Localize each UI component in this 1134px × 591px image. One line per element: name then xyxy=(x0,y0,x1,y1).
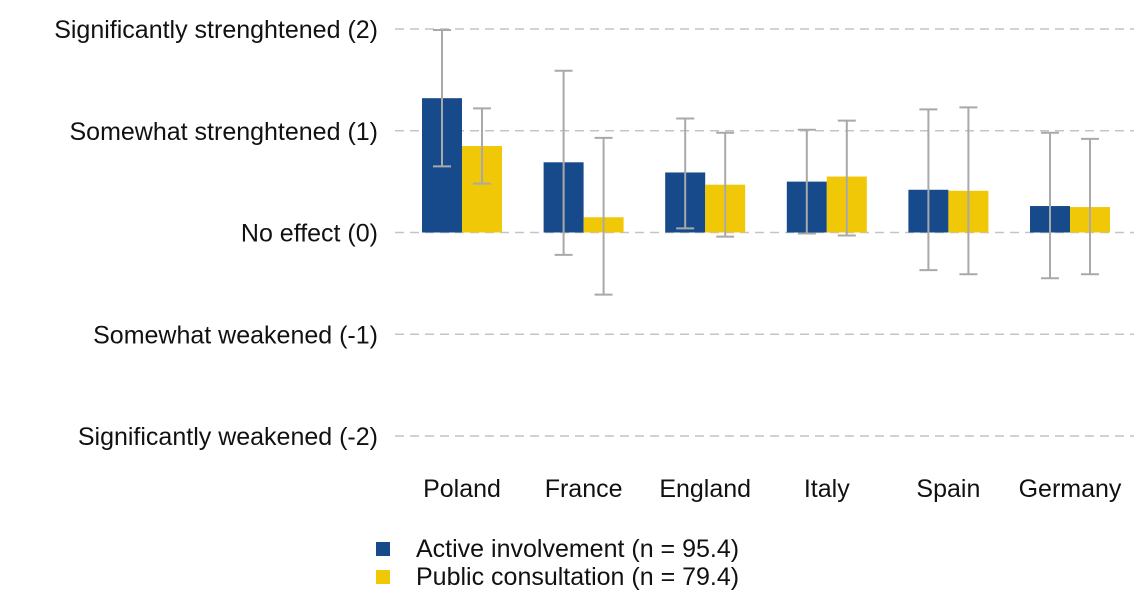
y-tick-label: Somewhat strenghtened (1) xyxy=(69,118,378,146)
x-tick-label: Poland xyxy=(423,475,501,503)
legend-item-public-consultation: Public consultation (n = 79.4) xyxy=(376,563,739,591)
legend-label-public-consultation: Public consultation (n = 79.4) xyxy=(416,563,740,591)
legend-swatch-active-involvement xyxy=(376,542,390,556)
y-axis-ticks: Significantly strenghtened (2) Somewhat s… xyxy=(54,16,378,451)
legend-label-active-involvement: Active involvement (n = 95.4) xyxy=(416,535,740,563)
error-bar xyxy=(1041,131,1059,280)
error-bar xyxy=(1081,137,1099,276)
legend-item-active-involvement: Active involvement (n = 95.4) xyxy=(376,535,739,563)
error-bar xyxy=(837,119,856,237)
error-bar xyxy=(797,128,816,235)
y-tick-label: No effect (0) xyxy=(241,220,378,248)
error-bar xyxy=(433,29,451,168)
x-tick-label: Italy xyxy=(804,475,850,503)
x-tick-label: Spain xyxy=(916,475,980,503)
error-bar xyxy=(554,69,573,256)
x-tick-label: France xyxy=(545,475,623,503)
grid-lines xyxy=(395,28,1134,437)
legend: Active involvement (n = 95.4) Public con… xyxy=(376,535,739,591)
error-bar xyxy=(594,136,613,296)
bars xyxy=(422,98,1110,233)
x-tick-label: England xyxy=(659,475,751,503)
error-bar xyxy=(676,117,695,230)
error-bar xyxy=(959,106,978,276)
error-bar xyxy=(716,131,735,238)
x-tick-label: Germany xyxy=(1019,475,1122,503)
error-bars xyxy=(433,29,1099,296)
y-tick-label: Significantly strenghtened (2) xyxy=(54,16,378,44)
legend-swatch-public-consultation xyxy=(376,570,390,584)
error-bar xyxy=(473,107,491,185)
y-tick-label: Significantly weakened (-2) xyxy=(78,423,378,451)
error-bar xyxy=(919,108,938,272)
chart-canvas: Significantly strenghtened (2) Somewhat s… xyxy=(54,16,1134,503)
y-tick-label: Somewhat weakened (-1) xyxy=(93,321,378,349)
x-axis-ticks: Poland France England Italy Spain Germany xyxy=(423,475,1122,503)
